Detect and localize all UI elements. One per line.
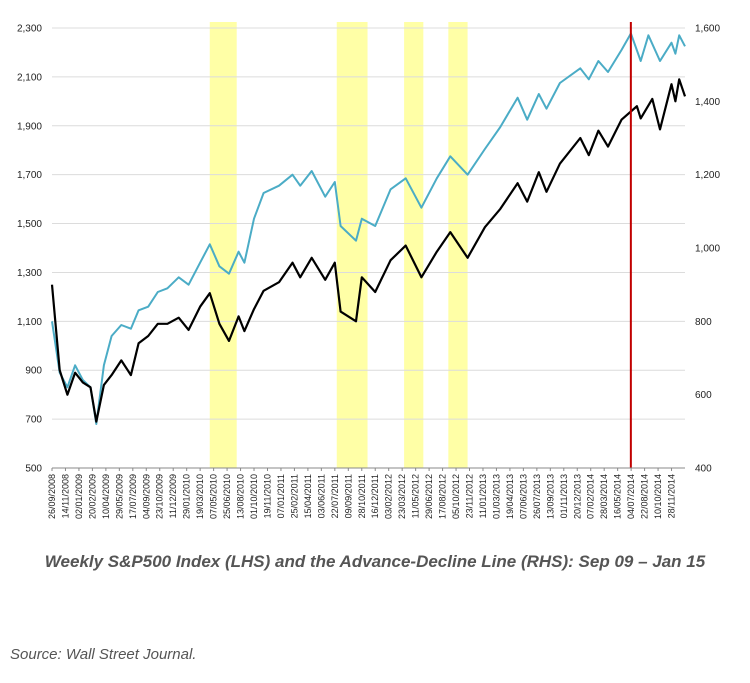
x-tick-label: 17/08/2012 (438, 474, 448, 519)
left-tick-label: 1,100 (17, 317, 42, 328)
x-tick-label: 22/08/2014 (640, 474, 650, 519)
x-tick-label: 02/01/2009 (74, 474, 84, 519)
x-tick-label: 14/11/2008 (61, 474, 71, 518)
left-tick-label: 1,900 (17, 121, 42, 132)
left-tick-label: 2,300 (17, 24, 42, 35)
left-tick-label: 1,700 (17, 170, 42, 181)
left-tick-label: 2,100 (17, 72, 42, 83)
x-tick-label: 19/03/2010 (195, 474, 205, 519)
right-tick-label: 1,400 (695, 97, 720, 108)
x-tick-label: 09/09/2011 (343, 474, 353, 518)
highlight-band (404, 22, 424, 468)
x-tick-label: 13/09/2013 (545, 474, 555, 519)
right-tick-label: 1,600 (695, 24, 720, 35)
x-tick-label: 11/01/2013 (478, 474, 488, 518)
x-tick-label: 28/10/2011 (357, 474, 367, 518)
gridlines (52, 27, 685, 469)
x-tick-label: 29/01/2010 (182, 474, 192, 519)
x-tick-label: 10/04/2009 (101, 474, 111, 519)
series-lines (50, 32, 687, 425)
source-note: Source: Wall Street Journal. (10, 646, 197, 663)
x-tick-label: 03/06/2011 (316, 474, 326, 518)
left-tick-label: 1,500 (17, 219, 42, 230)
sp500-line (50, 78, 687, 423)
x-tick-label: 20/12/2013 (572, 474, 582, 519)
x-tick-label: 10/10/2014 (653, 474, 663, 519)
left-tick-label: 500 (25, 464, 42, 475)
x-tick-label: 15/04/2011 (303, 474, 313, 518)
x-tick-label: 28/03/2014 (599, 474, 609, 519)
x-tick-label: 20/02/2009 (87, 474, 97, 519)
left-tick-label: 700 (25, 415, 42, 426)
x-tick-label: 01/10/2010 (249, 474, 259, 519)
chart-area: 500 700 900 1,100 1,300 1,500 1,700 1,900 2,100 2… (17, 22, 720, 519)
x-tick-label: 04/09/2009 (141, 474, 151, 519)
x-tick-label: 26/09/2008 (47, 474, 57, 519)
x-tick-label: 26/07/2013 (532, 474, 542, 519)
x-tick-label: 04/07/2014 (626, 474, 636, 519)
x-tick-label: 25/02/2011 (289, 474, 299, 518)
x-tick-label: 16/05/2014 (613, 474, 623, 519)
x-tick-label: 23/10/2009 (155, 474, 165, 519)
left-tick-label: 1,300 (17, 268, 42, 279)
x-tick-label: 13/08/2010 (236, 474, 246, 519)
x-tick-label: 23/03/2012 (397, 474, 407, 519)
x-tick-label: 19/04/2013 (505, 474, 515, 519)
left-tick-label: 900 (25, 366, 42, 377)
x-tick-label: 11/05/2012 (411, 474, 421, 518)
x-tick-label: 01/11/2013 (559, 474, 569, 518)
advance-decline-line (51, 32, 686, 425)
highlight-band (209, 22, 237, 468)
x-tick-label: 28/11/2014 (667, 474, 677, 518)
right-tick-label: 1,000 (695, 244, 720, 255)
x-tick-label: 07/06/2013 (518, 474, 528, 519)
right-tick-label: 1,200 (695, 170, 720, 181)
x-tick-label: 22/07/2011 (330, 474, 340, 518)
x-tick-label: 11/12/2009 (168, 474, 178, 518)
x-tick-label: 17/07/2009 (128, 474, 138, 519)
x-tick-label: 07/02/2014 (586, 474, 596, 519)
right-tick-label: 600 (695, 390, 712, 401)
x-tick-label: 29/06/2012 (424, 474, 434, 519)
x-tick-label: 25/06/2010 (222, 474, 232, 519)
x-tick-label: 05/10/2012 (451, 474, 461, 519)
x-axis-ticks: 26/09/2008 14/11/2008 02/01/2009 20/02/2009… (47, 468, 677, 519)
x-tick-label: 16/12/2011 (370, 474, 380, 518)
left-axis-ticks: 500 700 900 1,100 1,300 1,500 1,700 1,900 2,100 2… (17, 24, 42, 475)
x-tick-label: 23/11/2012 (465, 474, 475, 518)
highlight-band (336, 22, 368, 468)
right-tick-label: 800 (695, 317, 712, 328)
x-tick-label: 07/01/2011 (276, 474, 286, 518)
right-axis-ticks: 400 600 800 1,000 1,200 1,400 1,600 (695, 24, 720, 475)
x-tick-label: 07/05/2010 (209, 474, 219, 519)
chart-caption: Weekly S&P500 Index (LHS) and the Advanc… (44, 552, 706, 571)
x-tick-label: 01/03/2013 (491, 474, 501, 519)
right-tick-label: 400 (695, 464, 712, 475)
x-tick-label: 03/02/2012 (384, 474, 394, 519)
highlight-bands (209, 22, 468, 468)
x-tick-label: 29/05/2009 (114, 474, 124, 519)
x-tick-label: 19/11/2010 (263, 474, 273, 518)
